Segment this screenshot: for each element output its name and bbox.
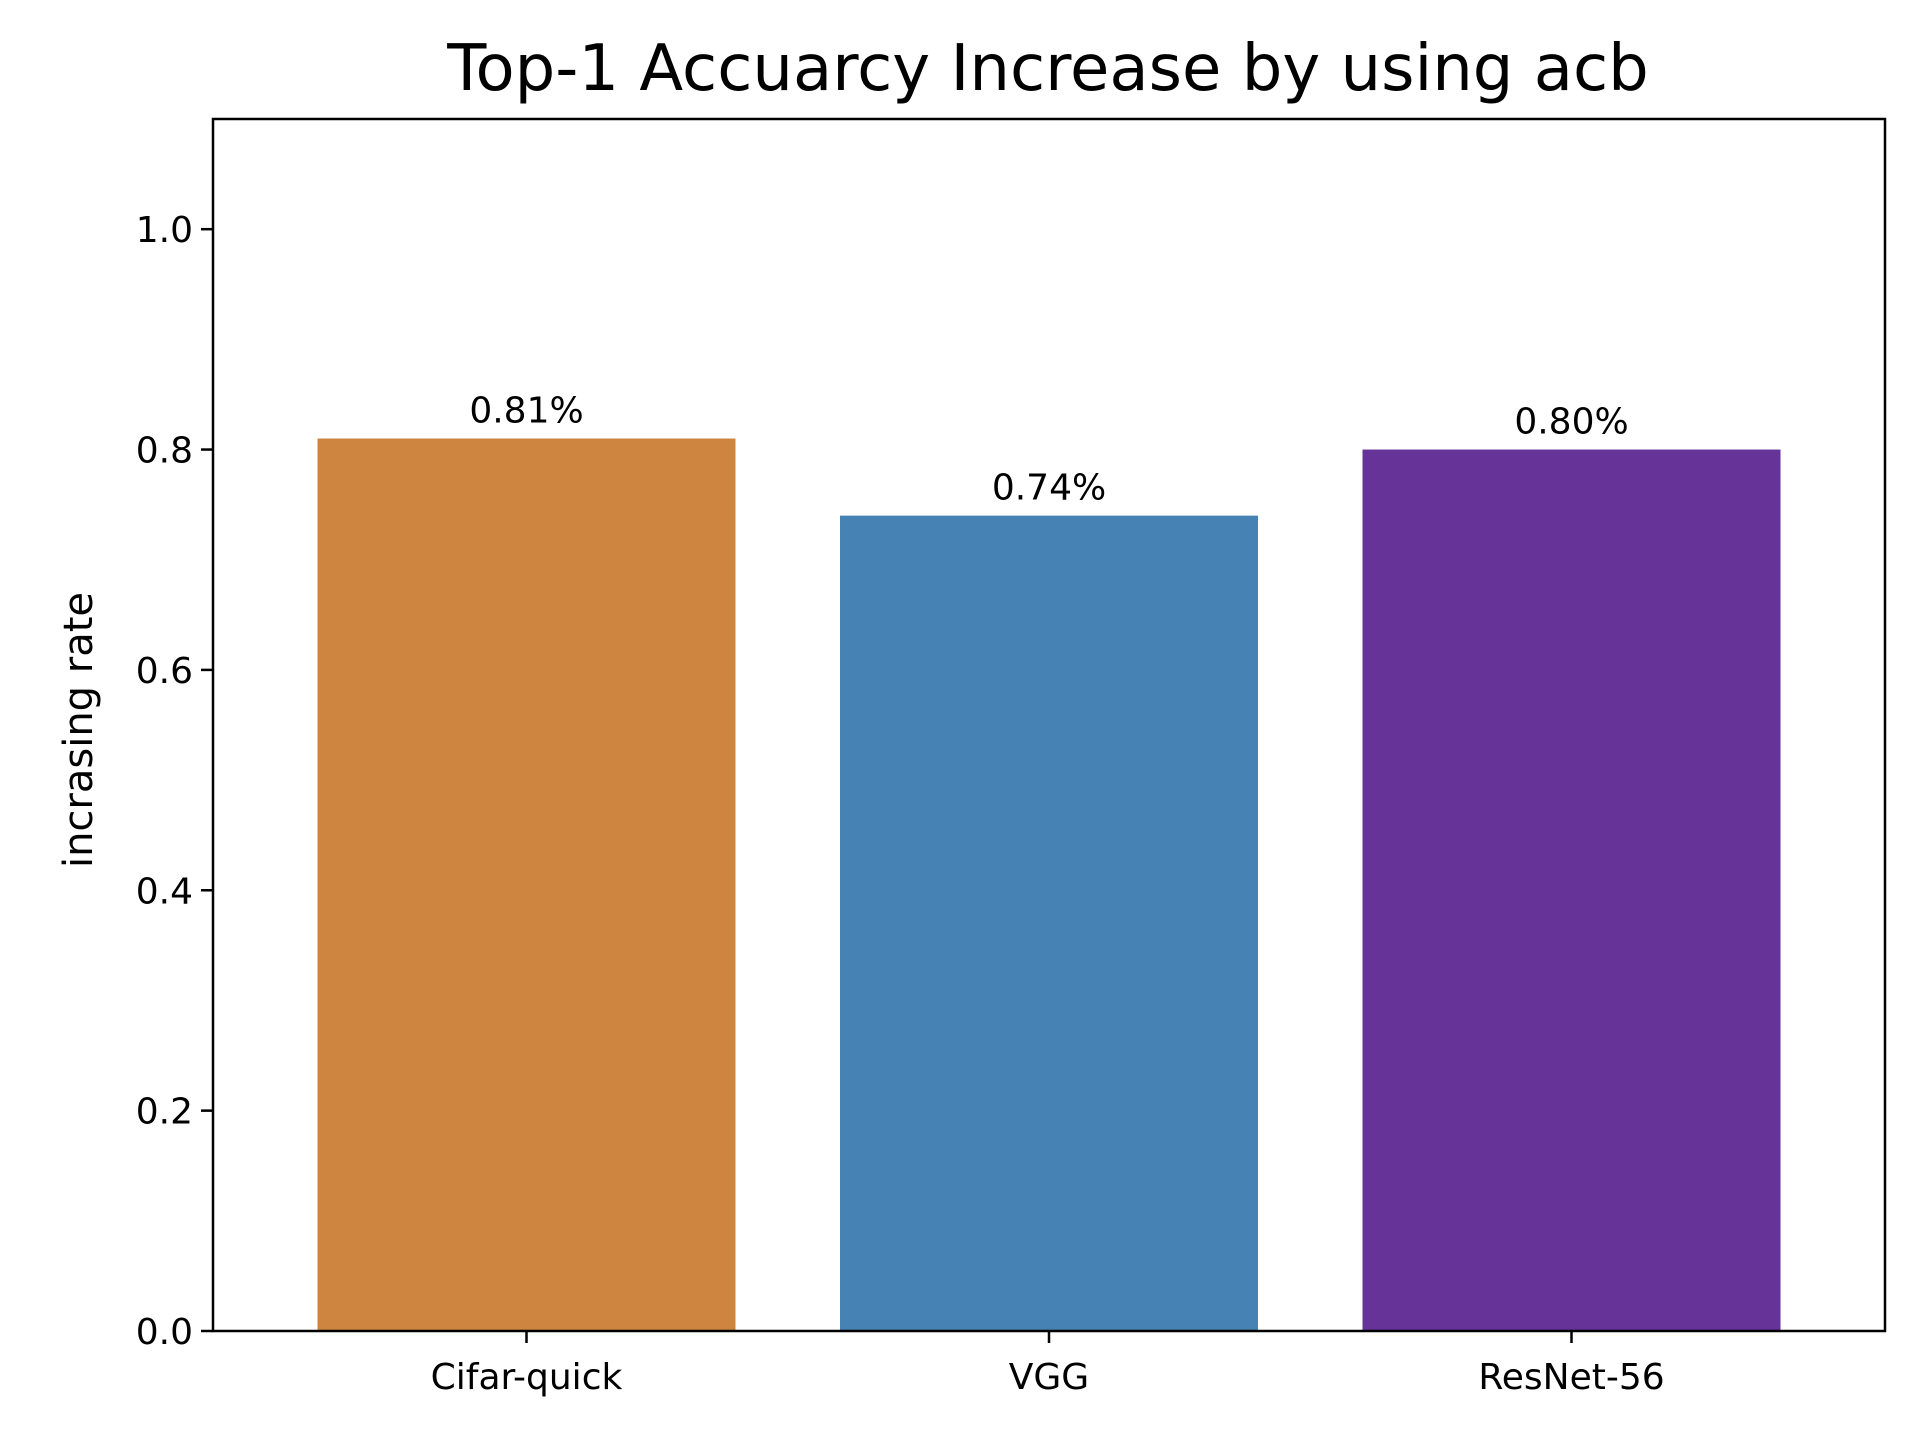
y-axis-label: incrasing rate (56, 592, 102, 868)
chart-title: Top-1 Accuarcy Increase by using acb (446, 32, 1649, 106)
bar-resnet-56 (1362, 449, 1781, 1332)
bar-vgg (840, 515, 1258, 1331)
x-tick-label: ResNet-56 (1478, 1357, 1664, 1398)
y-tick-label: 0.6 (136, 651, 193, 692)
bars-layer (317, 438, 1781, 1332)
data-label: 0.74% (992, 468, 1106, 509)
y-axis: 0.0 0.2 0.4 0.6 0.8 1.0 (136, 210, 213, 1353)
bar-cifar-quick (317, 438, 736, 1331)
x-tick-label: VGG (1009, 1357, 1089, 1398)
y-tick-label: 0.4 (136, 871, 193, 912)
data-labels-layer: 0.81% 0.74% 0.80% (469, 391, 1628, 509)
y-tick-label: 1.0 (136, 210, 193, 251)
plot-frame (211, 117, 1887, 1333)
x-axis: Cifar-quick VGG ResNet-56 (431, 1331, 1665, 1398)
data-label: 0.80% (1514, 402, 1628, 443)
x-tick-label: Cifar-quick (431, 1357, 623, 1398)
plot-area: 0.81% 0.74% 0.80% 0.0 0.2 0.4 0.6 0.8 1.0 Cifar… (136, 117, 1887, 1398)
y-tick-label: 0.2 (136, 1092, 193, 1133)
data-label: 0.81% (469, 391, 583, 432)
y-tick-label: 0.8 (136, 431, 193, 472)
y-tick-label: 0.0 (136, 1312, 193, 1353)
